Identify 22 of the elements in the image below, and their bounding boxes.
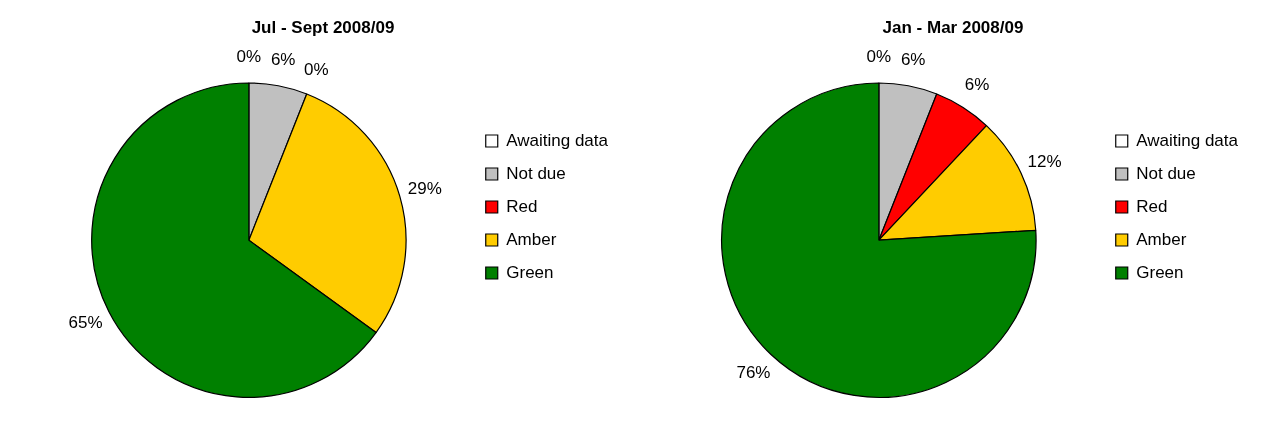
legend-label: Not due — [1136, 163, 1196, 183]
data-label: 76% — [736, 363, 771, 383]
data-label: 6% — [270, 49, 296, 69]
text: 0% — [304, 59, 329, 79]
legend-label: Green — [1136, 262, 1184, 282]
chart-title: Jul - Sept 2008/09 — [251, 17, 395, 37]
legend-label: Red — [1136, 196, 1168, 216]
legend-label: Not due — [506, 163, 566, 183]
text: 0% — [236, 46, 262, 66]
legend-label: Amber — [1136, 229, 1187, 249]
legend-label: Awaiting data — [506, 130, 609, 150]
data-label: 29% — [407, 178, 442, 198]
legend-label: Green — [506, 262, 554, 282]
text: 0% — [866, 46, 892, 66]
data-label: 65% — [68, 313, 103, 333]
legend-label: Awaiting data — [1136, 130, 1239, 150]
legend-label: Red — [506, 196, 538, 216]
data-label: 12% — [1027, 151, 1062, 171]
data-label: 6% — [964, 75, 990, 95]
data-label: 6% — [900, 49, 926, 69]
chart-title: Jan - Mar 2008/09 — [882, 17, 1024, 37]
legend-label: Amber — [506, 229, 557, 249]
